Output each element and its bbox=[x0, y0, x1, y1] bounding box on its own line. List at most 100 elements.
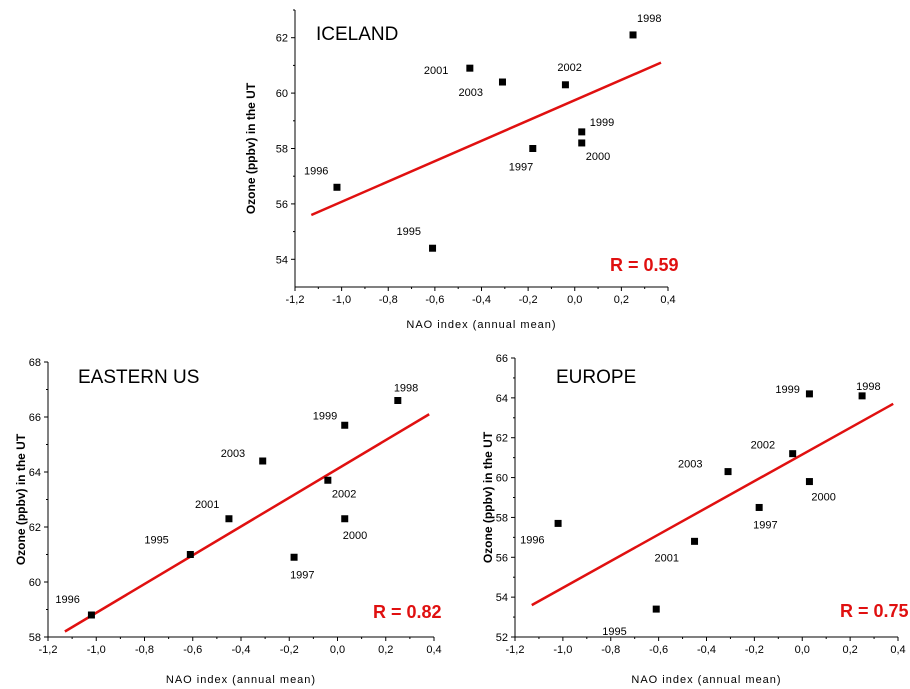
x-tick-label: -1,0 bbox=[553, 644, 572, 656]
data-point bbox=[186, 551, 194, 558]
data-point bbox=[333, 183, 341, 191]
data-point bbox=[724, 468, 732, 476]
y-tick-label: 66 bbox=[496, 353, 508, 365]
data-point bbox=[259, 457, 267, 465]
y-tick-label: 62 bbox=[29, 522, 41, 534]
data-point bbox=[805, 478, 813, 486]
panel-title: EASTERN US bbox=[78, 367, 199, 388]
data-point-label: 1996 bbox=[55, 594, 79, 606]
panel-title: ICELAND bbox=[316, 24, 398, 45]
data-point-label: 1995 bbox=[602, 626, 626, 638]
data-point bbox=[225, 515, 233, 523]
data-point bbox=[691, 537, 699, 545]
data-point-label: 1996 bbox=[304, 165, 328, 177]
x-tick-label: -0,8 bbox=[601, 644, 620, 656]
data-point-label: 1997 bbox=[509, 162, 533, 174]
y-tick-label: 60 bbox=[276, 88, 288, 100]
x-tick-label: 0,2 bbox=[614, 294, 629, 306]
data-point-label: 2002 bbox=[751, 440, 775, 452]
data-point-label: 1998 bbox=[856, 381, 880, 393]
y-tick-label: 60 bbox=[496, 473, 508, 485]
y-tick-label: 64 bbox=[496, 393, 508, 405]
x-tick-label: 0,2 bbox=[378, 644, 393, 656]
data-point-label: 2000 bbox=[811, 492, 835, 504]
data-point bbox=[554, 519, 562, 527]
panel-2: -1,2 -1,0 -0,8 -0,6 -0,4 -0,2 0,0 0,2 0,4 52 54 56 5… bbox=[481, 353, 909, 686]
data-point-label: 1999 bbox=[313, 410, 337, 422]
data-point bbox=[561, 81, 569, 89]
data-point bbox=[87, 611, 95, 619]
correlation-annotation: R = 0.82 bbox=[373, 602, 442, 622]
y-tick-label: 58 bbox=[276, 144, 288, 156]
x-tick-label: 0,2 bbox=[842, 644, 857, 656]
data-point-label: 1999 bbox=[590, 117, 614, 129]
regression-line bbox=[310, 61, 662, 217]
panel-1: -1,2 -1,0 -0,8 -0,6 -0,4 -0,2 0,0 0,2 0,4 58 60 62 6… bbox=[14, 357, 442, 686]
data-point-label: 1999 bbox=[775, 384, 799, 396]
y-tick-label: 56 bbox=[496, 552, 508, 564]
data-point bbox=[652, 605, 660, 613]
y-tick-label: 60 bbox=[29, 577, 41, 589]
x-tick-label: 0,0 bbox=[567, 294, 582, 306]
x-tick-label: 0,0 bbox=[795, 644, 810, 656]
data-point bbox=[394, 397, 402, 404]
data-point-label: 2002 bbox=[557, 62, 581, 74]
x-tick-label: -0,6 bbox=[183, 644, 202, 656]
data-point-label: 2000 bbox=[343, 530, 367, 542]
data-point bbox=[578, 128, 586, 136]
y-tick-label: 56 bbox=[276, 199, 288, 211]
data-point-label: 1995 bbox=[397, 226, 421, 238]
data-point-label: 2001 bbox=[195, 499, 219, 511]
data-point bbox=[858, 392, 866, 400]
y-tick-label: 64 bbox=[29, 467, 41, 479]
data-point bbox=[529, 145, 537, 152]
x-tick-label: -0,8 bbox=[135, 644, 154, 656]
data-point-label: 1998 bbox=[394, 383, 418, 395]
regression-line bbox=[64, 413, 430, 633]
y-tick-label: 62 bbox=[496, 433, 508, 445]
y-tick-label: 66 bbox=[29, 412, 41, 424]
data-point bbox=[341, 515, 349, 523]
y-tick-label: 54 bbox=[276, 254, 288, 266]
correlation-annotation: R = 0.75 bbox=[840, 601, 909, 621]
y-tick-label: 52 bbox=[496, 632, 508, 644]
x-tick-label: -1,2 bbox=[39, 644, 58, 656]
x-tick-label: 0,0 bbox=[330, 644, 345, 656]
panel-title: EUROPE bbox=[556, 367, 636, 388]
x-tick-label: 0,4 bbox=[426, 644, 441, 656]
data-point-label: 1998 bbox=[637, 13, 661, 25]
data-point-label: 2001 bbox=[655, 552, 679, 564]
correlation-annotation: R = 0.59 bbox=[610, 255, 679, 275]
y-tick-label: 68 bbox=[29, 357, 41, 369]
data-point-label: 2003 bbox=[678, 459, 702, 471]
data-point bbox=[429, 244, 437, 252]
x-tick-label: -0,4 bbox=[472, 294, 491, 306]
data-point bbox=[629, 31, 637, 39]
data-point bbox=[578, 139, 586, 147]
data-point-label: 1997 bbox=[290, 569, 314, 581]
data-point-label: 2002 bbox=[332, 488, 356, 500]
regression-line bbox=[531, 402, 894, 607]
y-tick-label: 54 bbox=[496, 592, 508, 604]
data-point bbox=[498, 78, 506, 86]
x-tick-label: -1,0 bbox=[332, 294, 351, 306]
data-point-label: 1996 bbox=[520, 534, 544, 546]
y-tick-label: 62 bbox=[276, 33, 288, 45]
data-point-label: 1997 bbox=[753, 519, 777, 531]
data-point bbox=[324, 476, 332, 484]
x-tick-label: 0,4 bbox=[890, 644, 905, 656]
y-tick-label: 58 bbox=[496, 512, 508, 524]
x-tick-label: -0,6 bbox=[425, 294, 444, 306]
data-point bbox=[755, 503, 763, 511]
data-point bbox=[789, 450, 797, 458]
data-point-label: 2001 bbox=[424, 65, 448, 77]
x-axis-label: NAO index (annual mean) bbox=[166, 674, 316, 686]
data-point bbox=[290, 553, 298, 561]
x-tick-label: -1,0 bbox=[87, 644, 106, 656]
x-tick-label: -0,4 bbox=[232, 644, 251, 656]
data-point-label: 2003 bbox=[221, 448, 245, 460]
x-tick-label: -0,2 bbox=[280, 644, 299, 656]
data-point-label: 2000 bbox=[586, 151, 610, 163]
x-tick-label: -0,4 bbox=[697, 644, 716, 656]
